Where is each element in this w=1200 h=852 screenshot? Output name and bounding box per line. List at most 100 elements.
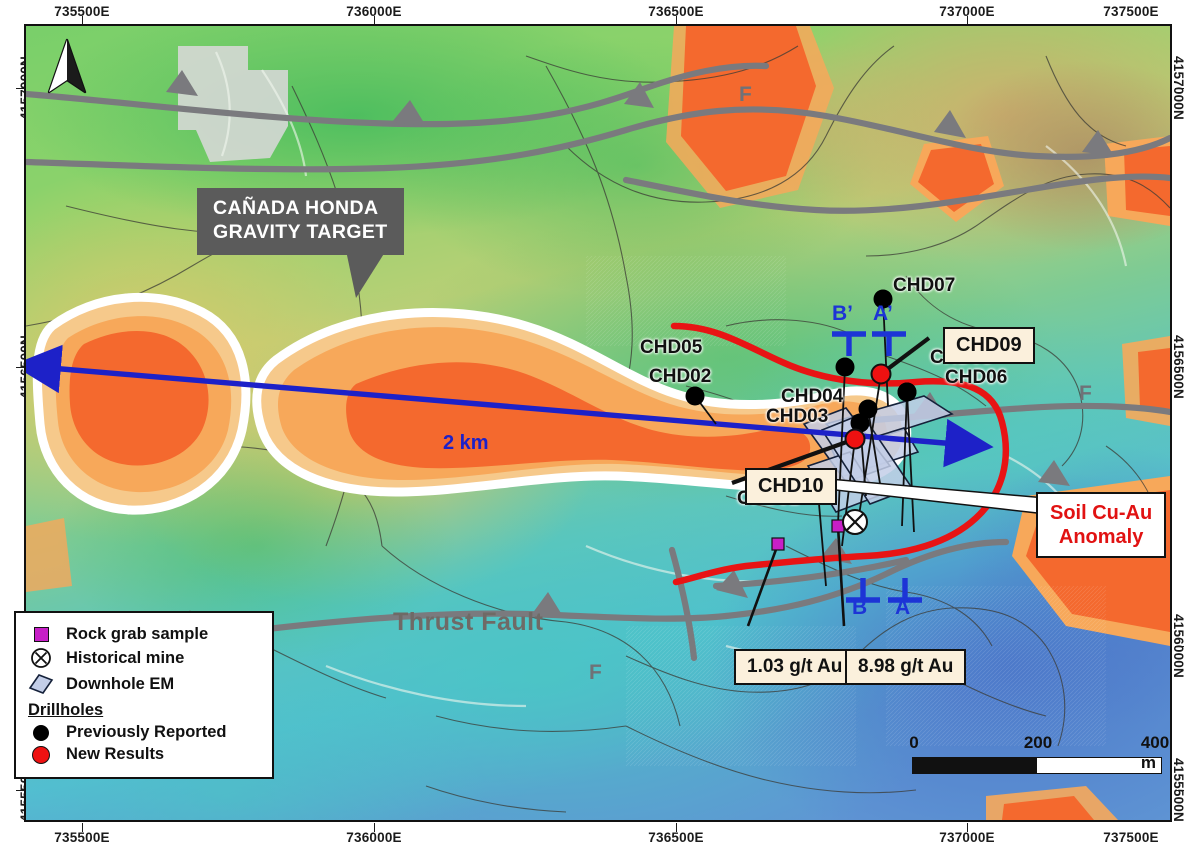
soil-anomaly-line2: Anomaly bbox=[1058, 526, 1144, 548]
axis-top-label-4: 737500E bbox=[1103, 4, 1159, 19]
legend-label-rock-grab-sample: Rock grab sample bbox=[66, 625, 209, 643]
fault-layer bbox=[26, 62, 1170, 662]
drillhole-collar-chd09 bbox=[870, 363, 892, 385]
north-arrow-icon bbox=[47, 38, 87, 94]
legend-label-previously-reported: Previously Reported bbox=[66, 723, 227, 741]
drillhole-collar-chd07 bbox=[873, 289, 893, 309]
drillhole-label-chd07: CHD07 bbox=[893, 275, 956, 296]
assay-leaders bbox=[746, 525, 846, 627]
axis-top-tick bbox=[374, 16, 376, 25]
thrust-fault-label: Thrust Fault bbox=[393, 608, 544, 636]
rock-grab-sample-icon bbox=[26, 627, 56, 642]
axis-bottom-label-2: 736500E bbox=[648, 830, 704, 845]
gravity-target-callout: CAÑADA HONDA GRAVITY TARGET bbox=[197, 188, 404, 255]
axis-bottom-label-1: 736000E bbox=[346, 830, 402, 845]
section-label-b: B bbox=[852, 596, 868, 619]
raster-texture bbox=[586, 256, 1106, 766]
assay-label-2: 8.98 g/t Au bbox=[845, 649, 967, 685]
legend-panel[interactable]: Rock grab sample Historical mine Downhol… bbox=[14, 611, 274, 779]
scalebar-tick-2: 400 m bbox=[1140, 733, 1170, 772]
axis-right-tick bbox=[1175, 646, 1184, 648]
gravity-callout-pointer-layer bbox=[344, 241, 392, 298]
legend-label-historical-mine: Historical mine bbox=[66, 648, 185, 667]
fault-north-2 bbox=[26, 106, 1170, 173]
drillholes-layer bbox=[685, 289, 1087, 627]
scalebar-tick-1: 200 bbox=[1023, 733, 1053, 752]
axis-left-tick bbox=[16, 790, 25, 792]
axis-bottom-tick bbox=[967, 823, 969, 832]
scalebar-tick-0: 0 bbox=[909, 733, 919, 752]
assay-label-1: 1.03 g/t Au bbox=[734, 649, 856, 685]
fault-north-1 bbox=[26, 62, 770, 128]
axis-bottom-label-3: 737000E bbox=[939, 830, 995, 845]
soil-anomaly-label: Soil Cu-Au Anomaly bbox=[1036, 492, 1167, 558]
section-markers-bottom bbox=[846, 578, 922, 603]
axis-top-tick bbox=[967, 16, 969, 25]
scalebar: 0 200 400 m bbox=[909, 733, 1169, 774]
axis-bottom-label-4: 737500E bbox=[1103, 830, 1159, 845]
axis-top-label-1: 736000E bbox=[346, 4, 402, 19]
drillhole-collar-chd08 bbox=[897, 382, 917, 402]
legend-item-rock-grab-sample[interactable]: Rock grab sample bbox=[26, 625, 264, 644]
fault-marker-f-east: F bbox=[1079, 382, 1092, 405]
axis-top-tick bbox=[82, 16, 84, 25]
drillhole-label-chd05: CHD05 bbox=[640, 337, 703, 358]
legend-item-new-results[interactable]: New Results bbox=[26, 745, 264, 764]
scalebar-bar bbox=[912, 757, 1162, 774]
drillhole-label-chd03: CHD03 bbox=[766, 406, 829, 427]
axis-top-tick bbox=[676, 16, 678, 25]
drillhole-collar-chd10 bbox=[844, 428, 866, 450]
downhole-em-icon bbox=[26, 672, 56, 696]
rock-grab-sample bbox=[771, 537, 785, 551]
gravity-callout-pointer bbox=[344, 241, 392, 298]
axis-bottom-tick bbox=[374, 823, 376, 832]
axis-bottom-tick bbox=[676, 823, 678, 832]
axis-top-label-3: 737000E bbox=[939, 4, 995, 19]
drillhole-label-chd02: CHD02 bbox=[649, 366, 712, 387]
drillhole-collar-chd05 bbox=[835, 357, 855, 377]
axis-right-tick bbox=[1175, 367, 1184, 369]
fault-marker-f-south: F bbox=[589, 661, 602, 684]
legend-label-downhole-em: Downhole EM bbox=[66, 674, 175, 693]
axis-left-tick bbox=[16, 367, 25, 369]
legend-heading-drillholes: Drillholes bbox=[28, 701, 104, 719]
legend-label-new-results: New Results bbox=[66, 745, 165, 763]
drillhole-label-chd09: CHD09 bbox=[943, 327, 1035, 364]
drillhole-collar-chd04 bbox=[858, 399, 878, 419]
axis-right-tick bbox=[1175, 790, 1184, 792]
quarry-polygon bbox=[178, 46, 288, 162]
legend-item-historical-mine[interactable]: Historical mine bbox=[26, 647, 264, 669]
historical-mine-symbol bbox=[842, 509, 868, 535]
gravity-callout-line2: GRAVITY TARGET bbox=[213, 220, 388, 243]
axis-top-label-2: 736500E bbox=[648, 4, 704, 19]
drillhole-label-chd06: CHD06 bbox=[945, 367, 1008, 388]
map-frame[interactable]: CAÑADA HONDA GRAVITY TARGET 2 km Soil Cu… bbox=[24, 24, 1172, 822]
soil-anomaly-line1: Soil Cu-Au bbox=[1050, 502, 1153, 524]
legend-item-previously-reported[interactable]: Previously Reported bbox=[26, 723, 264, 742]
section-label-b-prime: B’ bbox=[832, 302, 853, 325]
scale-arrow-layer bbox=[26, 344, 994, 468]
drillhole-label-chd04: CHD04 bbox=[781, 386, 844, 407]
fault-marker-f-north: F bbox=[739, 83, 752, 106]
drillhole-collar-chd03 bbox=[850, 413, 870, 433]
historical-mine-icon bbox=[26, 647, 56, 669]
section-label-a: A bbox=[895, 596, 911, 619]
scalebar-segment-dark bbox=[913, 758, 1037, 773]
axis-bottom-label-0: 735500E bbox=[54, 830, 110, 845]
gravity-callout-line1: CAÑADA HONDA bbox=[213, 197, 379, 219]
section-markers-top bbox=[832, 331, 906, 356]
fault-se bbox=[722, 538, 1010, 620]
previously-reported-dot-icon bbox=[26, 724, 56, 741]
axis-right-tick bbox=[1175, 88, 1184, 90]
legend-item-downhole-em[interactable]: Downhole EM bbox=[26, 672, 264, 696]
two-km-arrow bbox=[26, 344, 994, 468]
new-results-dot-icon bbox=[26, 745, 56, 764]
two-km-label: 2 km bbox=[443, 432, 489, 454]
map-canvas[interactable]: CAÑADA HONDA GRAVITY TARGET 2 km Soil Cu… bbox=[26, 26, 1170, 820]
axis-top-label-0: 735500E bbox=[54, 4, 110, 19]
drillhole-label-chd10: CHD10 bbox=[745, 468, 837, 505]
fault-cross bbox=[668, 546, 698, 662]
drillhole-collar-chd02 bbox=[685, 386, 705, 406]
fault-north-3 bbox=[622, 173, 1170, 214]
